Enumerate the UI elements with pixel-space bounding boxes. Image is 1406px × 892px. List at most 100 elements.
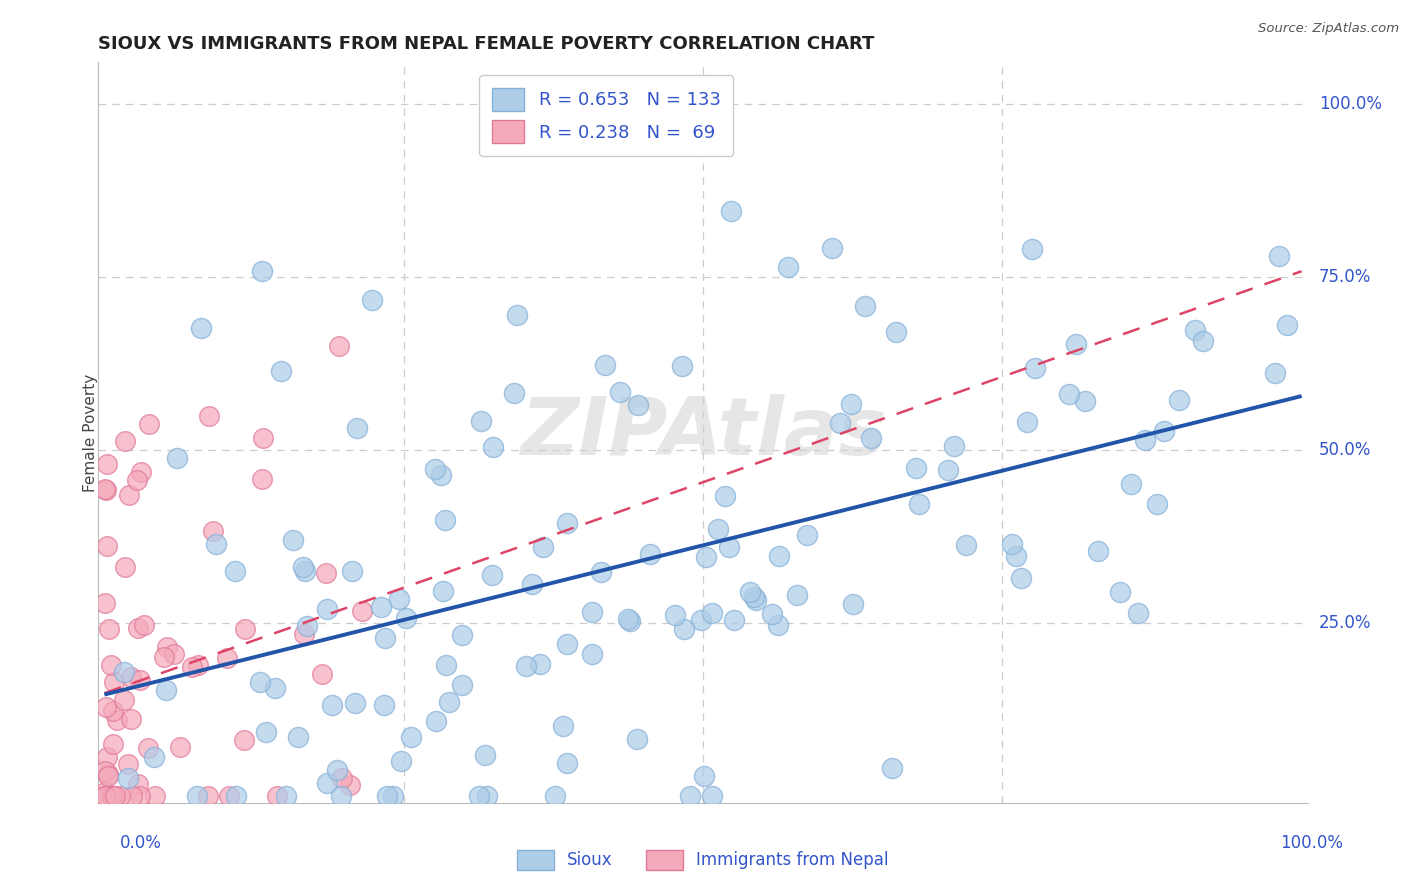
Point — [346, 421, 368, 435]
Point — [505, 309, 527, 323]
Point — [287, 730, 309, 744]
Point — [270, 364, 292, 378]
Point — [215, 651, 238, 665]
Point — [190, 320, 212, 334]
Y-axis label: Female Poverty: Female Poverty — [83, 374, 97, 491]
Point — [94, 789, 117, 803]
Point — [1275, 318, 1298, 332]
Point — [626, 731, 648, 746]
Point — [97, 769, 120, 783]
Point — [482, 440, 505, 454]
Point — [700, 607, 723, 621]
Point — [295, 619, 318, 633]
Point — [129, 789, 152, 803]
Point — [117, 771, 139, 785]
Point — [707, 522, 730, 536]
Point — [423, 462, 446, 476]
Point — [714, 489, 737, 503]
Point — [291, 560, 314, 574]
Point — [233, 623, 256, 637]
Point — [905, 461, 928, 475]
Point — [434, 658, 457, 673]
Point — [1057, 386, 1080, 401]
Point — [425, 714, 447, 728]
Point — [98, 789, 121, 803]
Point — [555, 638, 578, 652]
Point — [156, 640, 179, 654]
Point — [108, 789, 131, 803]
Point — [187, 658, 209, 673]
Point — [702, 789, 724, 803]
Point — [1015, 415, 1038, 429]
Point — [796, 528, 818, 542]
Text: 50.0%: 50.0% — [1319, 441, 1371, 458]
Point — [821, 242, 844, 256]
Point — [281, 533, 304, 547]
Point — [266, 789, 288, 803]
Text: 25.0%: 25.0% — [1319, 614, 1371, 632]
Point — [1153, 425, 1175, 439]
Point — [522, 577, 544, 591]
Point — [370, 599, 392, 614]
Point — [114, 665, 136, 679]
Point — [361, 293, 384, 307]
Point — [98, 789, 121, 803]
Point — [264, 681, 287, 695]
Point — [94, 483, 117, 497]
Point — [1268, 249, 1291, 263]
Point — [352, 604, 374, 618]
Point — [125, 474, 148, 488]
Point — [936, 463, 959, 477]
Point — [381, 789, 404, 803]
Point — [94, 699, 117, 714]
Point — [340, 564, 363, 578]
Point — [118, 488, 141, 502]
Point — [374, 631, 396, 645]
Text: 100.0%: 100.0% — [1279, 834, 1343, 852]
Text: ZIPAtlas: ZIPAtlas — [520, 393, 886, 472]
Point — [254, 725, 277, 739]
Point — [100, 789, 122, 803]
Point — [316, 602, 339, 616]
Point — [638, 547, 661, 561]
Point — [339, 778, 361, 792]
Point — [136, 741, 159, 756]
Point — [1024, 361, 1046, 376]
Point — [114, 434, 136, 448]
Point — [1073, 393, 1095, 408]
Point — [842, 597, 865, 611]
Point — [328, 339, 350, 353]
Point — [101, 737, 124, 751]
Point — [94, 785, 117, 799]
Point — [553, 719, 575, 733]
Point — [679, 789, 702, 803]
Point — [96, 749, 118, 764]
Point — [720, 204, 742, 219]
Point — [326, 763, 349, 777]
Point — [1126, 606, 1149, 620]
Point — [955, 537, 977, 551]
Point — [127, 777, 149, 791]
Legend: R = 0.653   N = 133, R = 0.238   N =  69: R = 0.653 N = 133, R = 0.238 N = 69 — [479, 75, 734, 156]
Point — [1021, 242, 1043, 256]
Point — [250, 264, 273, 278]
Point — [373, 698, 395, 712]
Point — [138, 417, 160, 432]
Point — [375, 789, 398, 803]
Point — [437, 695, 460, 709]
Point — [1264, 366, 1286, 380]
Point — [330, 771, 353, 785]
Point — [1192, 334, 1215, 349]
Point — [96, 539, 118, 553]
Point — [96, 457, 118, 471]
Point — [880, 761, 903, 775]
Point — [103, 704, 125, 718]
Point — [166, 451, 188, 466]
Point — [127, 621, 149, 635]
Point — [1064, 337, 1087, 351]
Point — [1119, 476, 1142, 491]
Point — [120, 670, 142, 684]
Point — [120, 712, 142, 726]
Point — [389, 754, 412, 768]
Point — [693, 769, 716, 783]
